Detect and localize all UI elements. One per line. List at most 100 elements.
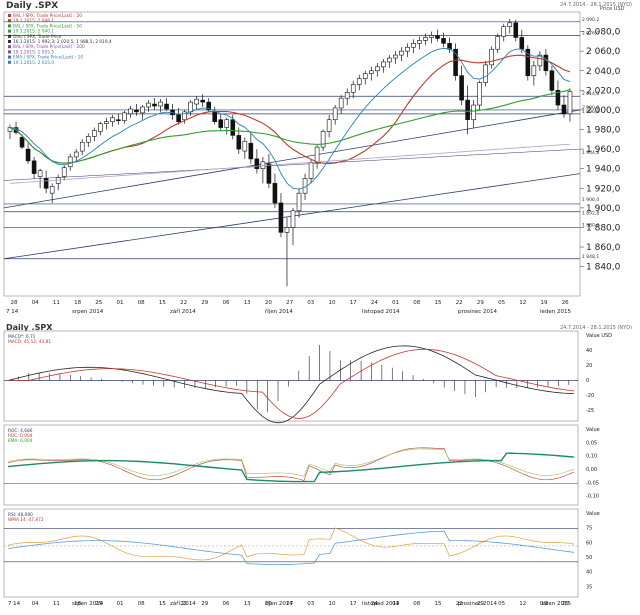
price-flag: 2 014,8 <box>582 91 599 97</box>
candle-body <box>37 170 43 177</box>
x-tick-label: 18 <box>74 300 81 306</box>
legend-entry: Ohlc / SPX, Trade Price <box>13 34 62 40</box>
roc-ema-line <box>7 452 575 483</box>
legend-entry: 19.1.2015: 2 048,1 <box>13 18 54 24</box>
candle-body <box>79 141 85 152</box>
bottom-x-tick-label: 03 <box>307 601 314 607</box>
macd-axis-label: -20 <box>586 393 594 399</box>
rsi-axis-label: 35 <box>586 584 592 590</box>
rsi-line <box>7 527 575 561</box>
legend-entry: 19.1.2015: 2 040,1 <box>13 29 54 35</box>
macd-legend: MACD: 45,52; 43,81 <box>8 339 51 345</box>
candle-body <box>338 97 344 109</box>
roc-axis-label: 0,10 <box>586 454 597 460</box>
legend-swatch <box>8 24 11 28</box>
candle-body <box>19 137 25 148</box>
price-chart[interactable]: 1 840,0 1 860,0 1 880,0 1 900,0 1 920,0 1 940… <box>0 0 640 320</box>
candle-body <box>459 75 464 101</box>
x-month-label: říjen 2014 <box>265 308 293 315</box>
candle-body <box>507 22 513 27</box>
bottom-x-tick-label: 22 <box>456 601 463 607</box>
candle-body <box>405 46 410 52</box>
candle-body <box>393 54 398 59</box>
candle-body <box>441 38 446 44</box>
candle-body <box>374 66 380 72</box>
candle-body <box>152 103 157 107</box>
macd-axis-label: 20 <box>586 363 592 369</box>
indicator-date-range: 24.7.2014 - 28.1.2015 (NYD) <box>560 325 633 331</box>
candle-body <box>368 70 374 74</box>
y-tick-label: 2 020,0 <box>586 86 621 96</box>
bottom-x-tick-label: 11 <box>53 601 60 607</box>
candle-body <box>49 186 55 194</box>
y-tick-label: 1 880,0 <box>586 223 621 233</box>
bottom-x-tick-label: 08 <box>413 601 420 607</box>
y-tick-label: 2 060,0 <box>586 47 621 57</box>
bottom-x-tick-label: 25 <box>95 601 102 607</box>
candle-body <box>447 43 452 50</box>
legend-entry: BAL / SPX, Trade Price(Last) : 50 <box>13 23 82 29</box>
candle-body <box>362 73 368 79</box>
candle-body <box>543 54 549 72</box>
bottom-x-tick-label: 26 <box>562 601 569 607</box>
legend-entry: 19.1.2015: 1 955,5 <box>13 49 54 55</box>
bottom-x-tick-label: 13 <box>244 601 251 607</box>
price-flag: 1 880,0 <box>582 222 599 228</box>
candle-body <box>85 136 91 143</box>
bottom-x-tick-label: 7 14 <box>8 601 21 607</box>
y-tick-label: 1 900,0 <box>586 204 621 214</box>
candle-body <box>344 92 350 99</box>
candle-body <box>417 40 422 44</box>
ema10-line <box>9 47 571 190</box>
x-tick-label: 10 <box>329 300 336 306</box>
legend-entry: 19.1.2015: 2 025,0 <box>13 60 54 66</box>
candle-body <box>73 151 79 158</box>
bottom-x-tick-label: 05 <box>498 601 505 607</box>
x-month-label: leden 2015 <box>540 309 572 315</box>
candle-body <box>25 148 31 162</box>
y-tick-label: 1 860,0 <box>586 243 621 253</box>
candle-body <box>116 119 121 122</box>
candle-body <box>164 103 169 110</box>
x-tick-label: 19 <box>541 300 548 306</box>
candle-body <box>134 109 139 113</box>
legend-swatch <box>8 45 11 49</box>
bottom-x-tick-label: 01 <box>392 601 399 607</box>
candle-body <box>411 43 416 48</box>
candle-body <box>381 61 386 68</box>
bottom-x-tick-label: 27 <box>286 601 293 607</box>
candle-body <box>356 78 362 85</box>
x-tick-label: 17 <box>350 300 357 306</box>
y-tick-label: 2 080,0 <box>586 28 621 38</box>
x-tick-label: 04 <box>32 300 39 306</box>
bottom-x-tick-label: 12 <box>519 601 526 607</box>
rsi-axis-label: 50 <box>586 555 592 561</box>
candle-body <box>266 163 272 184</box>
x-tick-label: 13 <box>244 300 251 306</box>
x-tick-label: 15 <box>435 300 442 306</box>
bottom-month-label: srpen 2014 <box>72 601 104 607</box>
candle-body <box>98 123 103 132</box>
candle-body <box>91 130 97 137</box>
candle-body <box>140 106 145 114</box>
candle-body <box>194 98 199 105</box>
macd-legend: MACD*: 6,71 <box>8 334 36 340</box>
x-month-label: prosinec 2014 <box>458 309 498 315</box>
x-tick-label: 22 <box>180 300 187 306</box>
x-tick-label: 01 <box>392 300 399 306</box>
candle-body <box>128 108 133 115</box>
x-tick-label: 15 <box>159 300 166 306</box>
price-flag: 1 996,8 <box>582 109 599 115</box>
bottom-x-tick-label: 17 <box>350 601 357 607</box>
x-tick-label: 29 <box>477 300 484 306</box>
candle-body <box>290 210 296 228</box>
price-axis-label: Price USD <box>600 6 625 12</box>
bottom-x-tick-label: 06 <box>223 601 230 607</box>
candle-body <box>435 35 440 39</box>
candle-body <box>43 178 49 189</box>
candle-body <box>308 162 314 179</box>
candle-body <box>278 202 284 233</box>
chart-title: Daily .SPX <box>6 1 59 11</box>
x-tick-label: 24 <box>371 300 378 306</box>
